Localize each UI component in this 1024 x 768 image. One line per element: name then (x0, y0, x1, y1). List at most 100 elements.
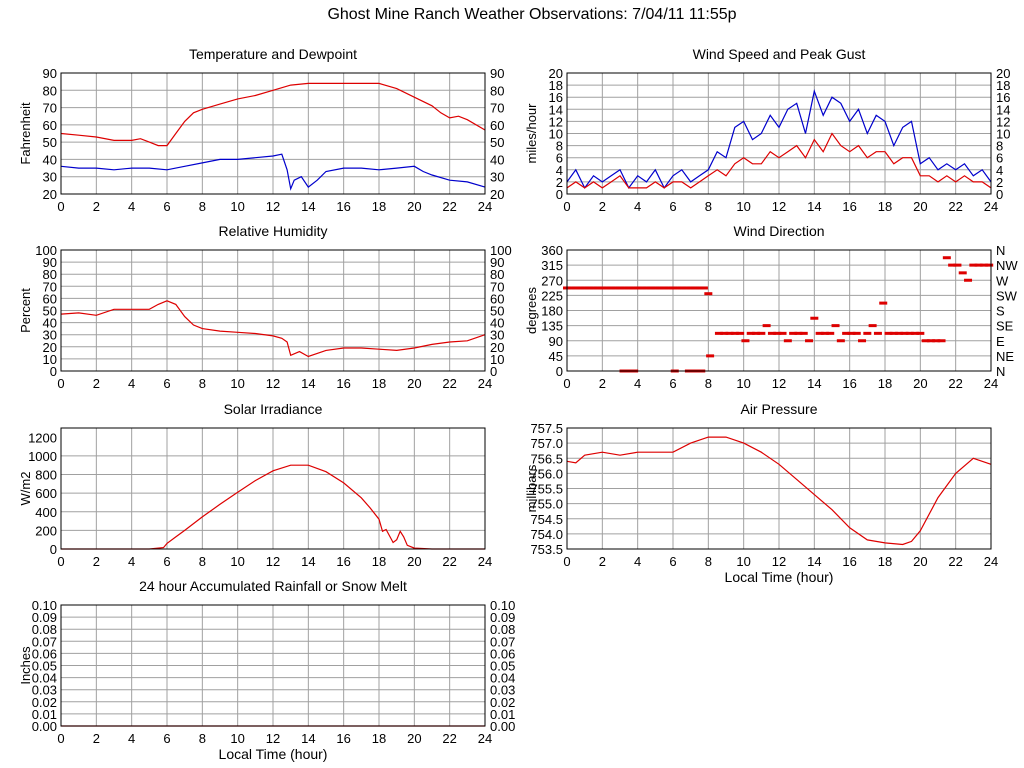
wind-direction-point (773, 331, 782, 335)
x-tick-label: 4 (128, 554, 135, 569)
wind-direction-point (958, 271, 967, 275)
chart-title: Air Pressure (740, 401, 817, 417)
y-tick-label: 755.5 (530, 482, 563, 497)
x-tick-label: 10 (230, 376, 244, 391)
wind-direction-point (948, 263, 957, 267)
y-tick-label: 90 (43, 66, 57, 81)
x-tick-label: 24 (478, 554, 492, 569)
wind-direction-point (900, 331, 909, 335)
x-tick-label: 0 (563, 554, 570, 569)
wind-direction-point (979, 263, 988, 267)
wind-direction-point (664, 286, 673, 290)
wind-direction-point (767, 331, 776, 335)
x-tick-label: 20 (913, 199, 927, 214)
y-tick-label: 10 (43, 352, 57, 367)
y-tick-label: 135 (541, 319, 563, 334)
page-title: Ghost Mine Ranch Weather Observations: 7… (327, 6, 737, 23)
y-tick-label: 0 (556, 364, 563, 379)
y-tick-label-right: 20 (490, 340, 504, 355)
y-tick-label: 40 (43, 152, 57, 167)
x-tick-label: 10 (230, 554, 244, 569)
wind-direction-point (985, 263, 994, 267)
chart-rain: 24 hour Accumulated Rainfall or Snow Mel… (18, 578, 515, 762)
x-tick-label: 20 (913, 554, 927, 569)
wind-direction-point (660, 286, 669, 290)
x-tick-label: 4 (128, 199, 135, 214)
y-tick-label: 40 (43, 316, 57, 331)
wind-direction-point (720, 331, 729, 335)
x-tick-label: 12 (772, 554, 786, 569)
y-tick-label-right: NE (996, 349, 1014, 364)
plot-frame (60, 427, 486, 550)
wind-direction-point (810, 316, 819, 320)
wind-direction-point (805, 339, 814, 343)
x-tick-label: 24 (478, 376, 492, 391)
series-line-solar-irradiance (61, 464, 485, 550)
x-tick-label: 6 (669, 554, 676, 569)
wind-direction-point (873, 331, 882, 335)
series-line-peak-gust (566, 89, 992, 190)
y-tick-label: 50 (43, 135, 57, 150)
y-tick-label-right: 6 (996, 151, 1003, 166)
y-tick-label-right: 0.00 (490, 719, 515, 734)
wind-direction-point (842, 331, 851, 335)
y-tick-label-right: 40 (490, 316, 504, 331)
y-tick-label-right: 0.09 (490, 610, 515, 625)
y-tick-label-right: 16 (996, 90, 1010, 105)
y-tick-label: 0.05 (32, 659, 57, 674)
wind-direction-point (580, 286, 589, 290)
series-line-dewpoint (60, 153, 486, 191)
plot-frame (566, 249, 992, 372)
y-tick-label: 30 (43, 328, 57, 343)
wind-direction-point (638, 286, 647, 290)
x-tick-label: 4 (634, 199, 641, 214)
y-tick-label: 754.5 (530, 512, 563, 527)
y-tick-label-right: SW (996, 288, 1018, 303)
y-axis-label: millibars (524, 464, 539, 512)
x-tick-label: 16 (842, 554, 856, 569)
y-tick-label: 8 (556, 139, 563, 154)
y-tick-label: 0 (50, 542, 57, 557)
x-tick-label: 4 (128, 376, 135, 391)
x-tick-label: 20 (913, 376, 927, 391)
wind-direction-point (686, 286, 695, 290)
y-axis-label: Inches (18, 646, 33, 685)
y-tick-label: 2 (556, 175, 563, 190)
y-tick-label: 12 (549, 114, 563, 129)
plot-frame (60, 604, 486, 727)
y-tick-label: 0.08 (32, 622, 57, 637)
y-tick-label: 18 (549, 78, 563, 93)
wind-direction-point (655, 286, 664, 290)
x-tick-label: 2 (599, 376, 606, 391)
wind-direction-point (706, 354, 715, 358)
y-tick-label-right: 10 (490, 352, 504, 367)
y-tick-label: 90 (43, 255, 57, 270)
y-tick-label: 756.0 (530, 466, 563, 481)
y-tick-label-right: 2 (996, 175, 1003, 190)
y-tick-label: 70 (43, 279, 57, 294)
series-line-air-pressure (566, 436, 992, 546)
y-tick-label: 600 (35, 486, 57, 501)
chart-title: Wind Speed and Peak Gust (693, 46, 866, 62)
y-tick-label: 0.03 (32, 683, 57, 698)
y-tick-label: 1000 (28, 449, 57, 464)
x-tick-label: 12 (266, 731, 280, 746)
y-tick-label-right: 20 (490, 187, 504, 202)
y-tick-label-right: N (996, 364, 1005, 379)
y-tick-label: 753.5 (530, 542, 563, 557)
x-tick-label: 6 (163, 554, 170, 569)
y-tick-label: 100 (35, 243, 57, 258)
chart-title: Temperature and Dewpoint (189, 46, 357, 62)
x-tick-label: 18 (372, 554, 386, 569)
y-tick-label: 0 (556, 187, 563, 202)
wind-direction-point (598, 286, 607, 290)
x-tick-label: 8 (199, 554, 206, 569)
x-tick-label: 22 (948, 554, 962, 569)
x-tick-label: 6 (669, 376, 676, 391)
wind-direction-point (794, 331, 803, 335)
x-tick-label: 10 (230, 731, 244, 746)
wind-direction-point (868, 324, 877, 328)
x-tick-label: 12 (266, 199, 280, 214)
